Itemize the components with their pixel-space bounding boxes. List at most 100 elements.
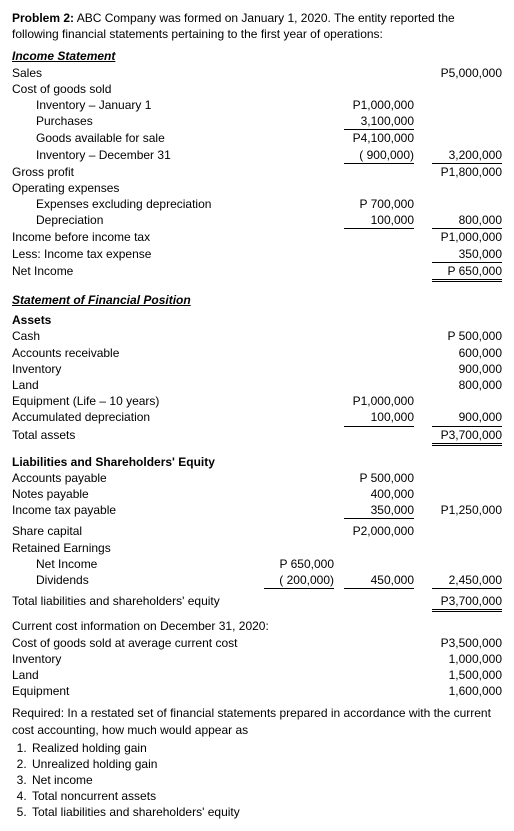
cash-value: P 500,000 (414, 328, 502, 344)
row-tax: Less: Income tax expense 350,000 (12, 246, 502, 263)
current-cost-intro: Current cost information on December 31,… (12, 618, 502, 634)
row-cc-inv: Inventory 1,000,000 (12, 651, 502, 667)
re-net: 450,000 (344, 572, 414, 589)
purchases-value: 3,100,000 (344, 113, 414, 130)
required-list: Realized holding gain Unrealized holding… (12, 740, 502, 821)
cogs-total: 3,200,000 (432, 147, 502, 164)
itp-value: 350,000 (344, 502, 414, 519)
row-cc-equip: Equipment 1,600,000 (12, 683, 502, 699)
row-opex-header: Operating expenses (12, 180, 502, 196)
row-np: Notes payable 400,000 (12, 486, 502, 502)
req-item-3: Net income (30, 772, 502, 788)
row-depreciation: Depreciation 100,000 800,000 (12, 212, 502, 229)
exp-excl-dep-value: P 700,000 (334, 196, 414, 212)
gross-profit-label: Gross profit (12, 164, 334, 180)
re-ni-label: Net Income (12, 556, 254, 572)
tax-label: Less: Income tax expense (12, 246, 334, 263)
depreciation-label: Depreciation (12, 212, 334, 229)
ibt-value: P1,000,000 (414, 229, 502, 245)
gafs-label: Goods available for sale (12, 130, 334, 146)
land-label: Land (12, 377, 334, 393)
ar-label: Accounts receivable (12, 345, 334, 361)
problem-label: Problem 2: (12, 11, 74, 25)
row-purchases: Purchases 3,100,000 (12, 113, 502, 130)
row-re-header: Retained Earnings (12, 540, 502, 556)
np-label: Notes payable (12, 486, 334, 502)
tle-label: Total liabilities and shareholders' equi… (12, 593, 334, 612)
equity-total: 2,450,000 (432, 572, 502, 589)
row-exp-excl-dep: Expenses excluding depreciation P 700,00… (12, 196, 502, 212)
cc-inv-value: 1,000,000 (414, 651, 502, 667)
row-re-ni: Net Income P 650,000 (12, 556, 502, 572)
row-net-income: Net Income P 650,000 (12, 263, 502, 282)
gross-profit-value: P1,800,000 (414, 164, 502, 180)
required-intro: Required: In a restated set of financial… (12, 705, 502, 737)
req-item-4: Total noncurrent assets (30, 788, 502, 804)
opex-total: 800,000 (432, 212, 502, 229)
row-inv-dec31: Inventory – December 31 ( 900,000) 3,200… (12, 147, 502, 164)
land-value: 800,000 (414, 377, 502, 393)
financial-position-title: Statement of Financial Position (12, 292, 502, 308)
cc-cogs-label: Cost of goods sold at average current co… (12, 635, 414, 651)
net-income-label: Net Income (12, 263, 334, 282)
row-accdep: Accumulated depreciation 100,000 900,000 (12, 409, 502, 426)
inv-jan1-value: P1,000,000 (334, 97, 414, 113)
income-statement-title: Income Statement (12, 48, 502, 64)
row-cash: Cash P 500,000 (12, 328, 502, 344)
depreciation-value: 100,000 (344, 212, 414, 229)
cc-equip-value: 1,600,000 (414, 683, 502, 699)
equipment-value: P1,000,000 (334, 393, 414, 409)
re-div-label: Dividends (12, 572, 254, 589)
row-share-capital: Share capital P2,000,000 (12, 523, 502, 539)
sales-label: Sales (12, 65, 334, 81)
ap-label: Accounts payable (12, 470, 334, 486)
inventory-label: Inventory (12, 361, 334, 377)
share-capital-label: Share capital (12, 523, 334, 539)
problem-text: ABC Company was formed on January 1, 202… (12, 11, 455, 41)
np-value: 400,000 (334, 486, 414, 502)
row-cogs-header: Cost of goods sold (12, 81, 502, 97)
problem-header: Problem 2: ABC Company was formed on Jan… (12, 10, 502, 42)
ar-value: 600,000 (414, 345, 502, 361)
exp-excl-dep-label: Expenses excluding depreciation (12, 196, 334, 212)
re-div-value: ( 200,000) (264, 572, 334, 589)
equipment-label: Equipment (Life – 10 years) (12, 393, 334, 409)
row-inv-jan1: Inventory – January 1 P1,000,000 (12, 97, 502, 113)
row-gafs: Goods available for sale P4,100,000 (12, 130, 502, 146)
share-capital-value: P2,000,000 (334, 523, 414, 539)
tle-value: P3,700,000 (432, 593, 502, 612)
row-ar: Accounts receivable 600,000 (12, 345, 502, 361)
cc-cogs-value: P3,500,000 (414, 635, 502, 651)
row-total-assets: Total assets P3,700,000 (12, 427, 502, 446)
total-assets-value: P3,700,000 (432, 427, 502, 446)
inv-jan1-label: Inventory – January 1 (12, 97, 334, 113)
row-gross-profit: Gross profit P1,800,000 (12, 164, 502, 180)
equipment-net: 900,000 (432, 409, 502, 426)
cc-inv-label: Inventory (12, 651, 414, 667)
re-ni-value: P 650,000 (254, 556, 334, 572)
total-assets-label: Total assets (12, 427, 334, 446)
cc-land-label: Land (12, 667, 414, 683)
accdep-value: 100,000 (344, 409, 414, 426)
row-cc-land: Land 1,500,000 (12, 667, 502, 683)
itp-label: Income tax payable (12, 502, 334, 519)
row-tle: Total liabilities and shareholders' equi… (12, 593, 502, 612)
row-cc-cogs: Cost of goods sold at average current co… (12, 635, 502, 651)
cogs-label: Cost of goods sold (12, 81, 502, 97)
purchases-label: Purchases (12, 113, 334, 130)
net-income-value: P 650,000 (432, 263, 502, 282)
req-item-1: Realized holding gain (30, 740, 502, 756)
row-itp: Income tax payable 350,000 P1,250,000 (12, 502, 502, 519)
opex-label: Operating expenses (12, 180, 502, 196)
row-land: Land 800,000 (12, 377, 502, 393)
liab-equity-header: Liabilities and Shareholders' Equity (12, 454, 502, 470)
row-inventory: Inventory 900,000 (12, 361, 502, 377)
assets-header: Assets (12, 312, 502, 328)
sales-value: P5,000,000 (414, 65, 502, 81)
cc-equip-label: Equipment (12, 683, 414, 699)
cc-land-value: 1,500,000 (414, 667, 502, 683)
cash-label: Cash (12, 328, 334, 344)
re-label: Retained Earnings (12, 540, 502, 556)
row-ap: Accounts payable P 500,000 (12, 470, 502, 486)
liab-total: P1,250,000 (414, 502, 502, 519)
